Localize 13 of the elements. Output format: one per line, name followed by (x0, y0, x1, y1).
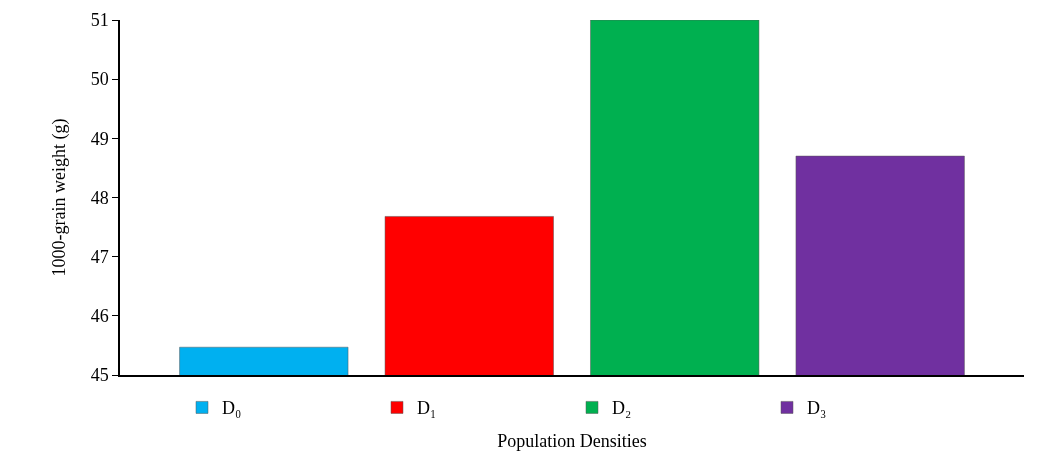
y-tick-label: 51 (90, 10, 109, 31)
y-axis-title: 1000-grain weight (g) (49, 118, 71, 277)
legend-label: D₀ (222, 398, 242, 419)
y-tick-label: 50 (90, 69, 109, 90)
legend-label: D₁ (417, 398, 437, 419)
y-tick-label: 46 (90, 306, 109, 327)
legend-label: D₂ (612, 398, 632, 419)
y-tick-label: 49 (90, 128, 109, 149)
y-tick-label: 48 (90, 187, 109, 208)
y-tick-label: 47 (90, 246, 109, 267)
x-axis-title: Population Densities (497, 430, 647, 451)
legend-label: D₃ (807, 398, 827, 419)
y-tick-label: 45 (90, 365, 109, 386)
